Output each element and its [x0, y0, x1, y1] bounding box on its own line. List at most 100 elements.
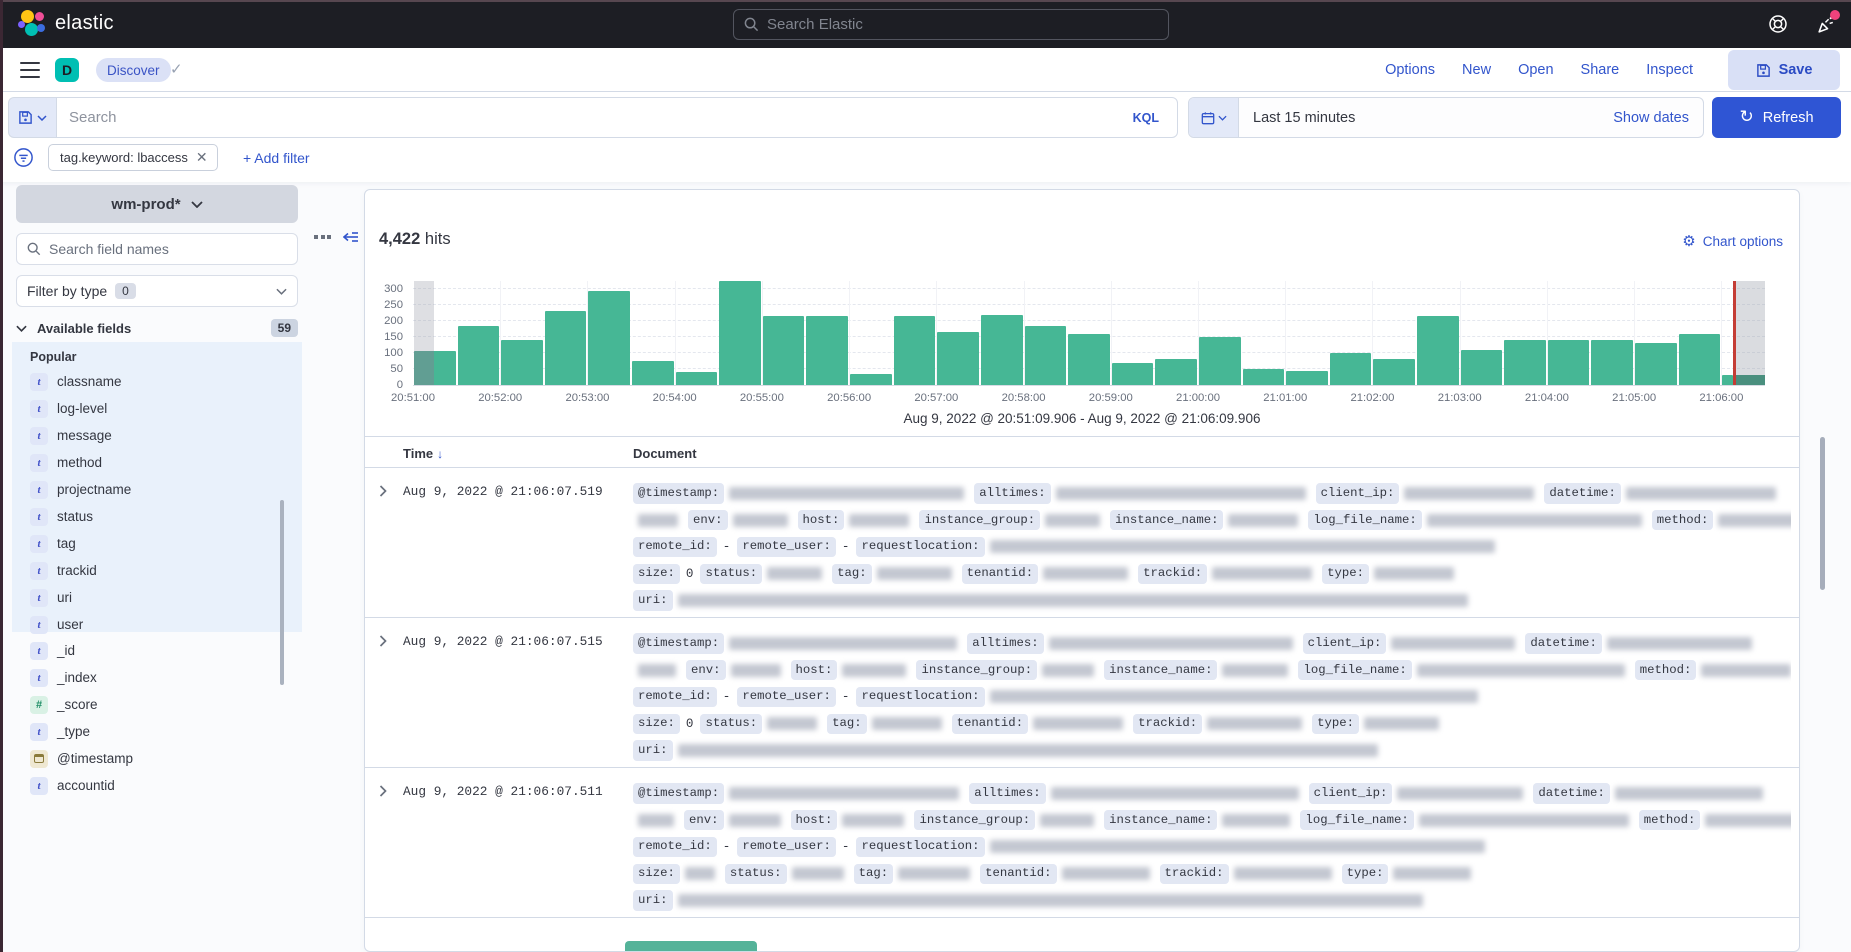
global-search[interactable]	[733, 9, 1169, 40]
table-row[interactable]: Aug 9, 2022 @ 21:06:07.515@timestamp:all…	[365, 618, 1799, 768]
available-fields-toggle[interactable]: Available fields 59	[16, 317, 298, 339]
histogram-bar[interactable]	[1025, 326, 1067, 385]
new-button[interactable]: New	[1462, 62, 1491, 78]
histogram-bar[interactable]	[1112, 363, 1154, 385]
apps-icon[interactable]	[314, 235, 331, 239]
field-item-@timestamp[interactable]: @timestamp	[12, 745, 302, 772]
expand-row-icon[interactable]	[379, 785, 387, 797]
histogram-bar[interactable]	[937, 332, 979, 385]
histogram-bucket-21:01:30[interactable]	[1329, 281, 1373, 385]
chart-options-button[interactable]: ⚙ Chart options	[1682, 234, 1783, 249]
filters-menu-icon[interactable]	[13, 147, 34, 168]
histogram-bucket-20:57:00[interactable]	[936, 281, 980, 385]
saved-query-menu-button[interactable]	[8, 97, 56, 138]
query-language-button[interactable]: KQL	[1127, 107, 1165, 129]
field-item-_type[interactable]: t_type	[12, 718, 302, 745]
add-filter-button[interactable]: + Add filter	[243, 150, 310, 166]
field-item-projectname[interactable]: tprojectname	[12, 476, 302, 503]
histogram-bar[interactable]	[894, 316, 936, 385]
refresh-button[interactable]: ↻ Refresh	[1712, 97, 1841, 138]
histogram-bucket-20:54:30[interactable]	[718, 281, 762, 385]
page-scrollbar[interactable]	[1820, 437, 1825, 590]
histogram-bar[interactable]	[1330, 353, 1372, 385]
histogram-bar[interactable]	[1461, 350, 1503, 385]
options-button[interactable]: Options	[1385, 62, 1435, 78]
histogram-bar[interactable]	[1417, 316, 1459, 385]
histogram-bucket-21:02:00[interactable]	[1372, 281, 1416, 385]
histogram-bucket-20:59:00[interactable]	[1111, 281, 1155, 385]
breadcrumb-discover[interactable]: Discover	[96, 58, 171, 82]
histogram-bar[interactable]	[719, 281, 761, 385]
histogram-bucket-20:56:30[interactable]	[893, 281, 937, 385]
newsfeed-icon[interactable]	[1815, 13, 1837, 35]
histogram-bucket-20:55:30[interactable]	[805, 281, 849, 385]
histogram-bar[interactable]	[1548, 340, 1590, 385]
histogram-bar[interactable]	[1373, 359, 1415, 385]
table-row[interactable]: Aug 9, 2022 @ 21:06:07.519@timestamp:all…	[365, 468, 1799, 618]
histogram-bar[interactable]	[1286, 371, 1328, 385]
histogram-bar[interactable]	[1243, 369, 1285, 385]
histogram-bar[interactable]	[676, 372, 718, 385]
field-item-_id[interactable]: t_id	[12, 637, 302, 664]
histogram-bar[interactable]	[1155, 359, 1197, 385]
quick-select-button[interactable]	[1189, 98, 1239, 137]
open-button[interactable]: Open	[1518, 62, 1553, 78]
histogram-bucket-21:04:30[interactable]	[1590, 281, 1634, 385]
histogram-bucket-20:58:30[interactable]	[1067, 281, 1111, 385]
histogram-bar[interactable]	[458, 326, 500, 385]
field-item-_index[interactable]: t_index	[12, 664, 302, 691]
remove-filter-icon[interactable]: ✕	[196, 149, 208, 166]
histogram-chart[interactable]	[413, 281, 1765, 386]
index-pattern-selector[interactable]: wm-prod*	[16, 185, 298, 223]
histogram-bucket-21:04:00[interactable]	[1547, 281, 1591, 385]
histogram-bar[interactable]	[545, 311, 587, 385]
field-item-uri[interactable]: turi	[12, 584, 302, 611]
histogram-bucket-21:02:30[interactable]	[1416, 281, 1460, 385]
time-column-header[interactable]: Time↓	[403, 446, 443, 461]
histogram-bar[interactable]	[1504, 340, 1546, 385]
field-item-log-level[interactable]: tlog-level	[12, 395, 302, 422]
field-search-input[interactable]	[49, 241, 287, 257]
field-item-method[interactable]: tmethod	[12, 449, 302, 476]
histogram-bucket-21:00:30[interactable]	[1242, 281, 1286, 385]
time-range-value[interactable]: Last 15 minutes	[1239, 110, 1613, 126]
table-row[interactable]: Aug 9, 2022 @ 21:06:07.511@timestamp:all…	[365, 768, 1799, 918]
histogram-bar[interactable]	[850, 374, 892, 385]
show-dates-button[interactable]: Show dates	[1613, 110, 1703, 126]
histogram-bucket-20:51:30[interactable]	[457, 281, 501, 385]
histogram-bar[interactable]	[632, 361, 674, 385]
field-item-_score[interactable]: #_score	[12, 691, 302, 718]
kql-search-input[interactable]	[69, 109, 1127, 126]
histogram-bucket-21:00:00[interactable]	[1198, 281, 1242, 385]
menu-hamburger-icon[interactable]	[20, 62, 40, 78]
histogram-bucket-20:59:30[interactable]	[1154, 281, 1198, 385]
field-item-accountid[interactable]: taccountid	[12, 772, 302, 799]
histogram-bucket-20:52:00[interactable]	[500, 281, 544, 385]
help-icon[interactable]	[1767, 13, 1789, 35]
field-item-message[interactable]: tmessage	[12, 422, 302, 449]
histogram-bar[interactable]	[588, 291, 630, 385]
histogram-bar[interactable]	[501, 340, 543, 385]
histogram-bucket-21:03:00[interactable]	[1460, 281, 1504, 385]
histogram-bucket-21:06:00[interactable]	[1721, 281, 1765, 385]
field-item-trackid[interactable]: ttrackid	[12, 557, 302, 584]
filter-by-type-dropdown[interactable]: Filter by type 0	[16, 275, 298, 307]
histogram-bar[interactable]	[981, 315, 1023, 385]
histogram-bar[interactable]	[1068, 334, 1110, 385]
histogram-bar[interactable]	[1722, 375, 1733, 385]
histogram-bar[interactable]	[806, 316, 848, 385]
field-item-classname[interactable]: tclassname	[12, 368, 302, 395]
field-item-status[interactable]: tstatus	[12, 503, 302, 530]
histogram-bucket-20:54:00[interactable]	[675, 281, 719, 385]
histogram-bar[interactable]	[1679, 334, 1721, 385]
histogram-bucket-20:52:30[interactable]	[544, 281, 588, 385]
inspect-button[interactable]: Inspect	[1646, 62, 1693, 78]
histogram-bucket-20:55:00[interactable]	[762, 281, 806, 385]
histogram-bucket-21:01:00[interactable]	[1285, 281, 1329, 385]
histogram-bucket-20:57:30[interactable]	[980, 281, 1024, 385]
expand-row-icon[interactable]	[379, 485, 387, 497]
share-button[interactable]: Share	[1581, 62, 1620, 78]
histogram-bucket-21:05:00[interactable]	[1634, 281, 1678, 385]
save-button[interactable]: Save	[1728, 50, 1840, 90]
histogram-bucket-21:05:30[interactable]	[1678, 281, 1722, 385]
